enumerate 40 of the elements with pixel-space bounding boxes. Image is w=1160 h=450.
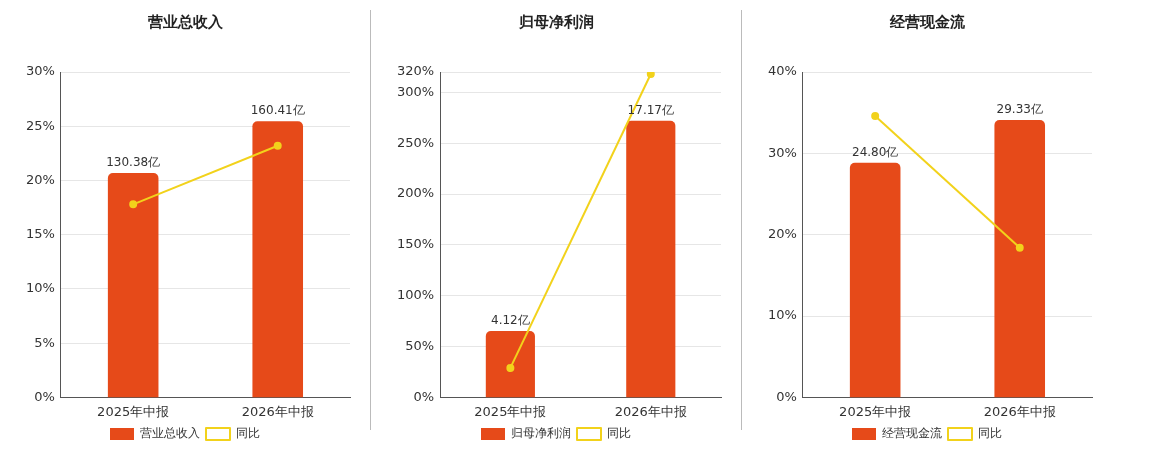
legend-label: 营业总收入 xyxy=(140,426,200,441)
data-label: 160.41亿 xyxy=(250,103,305,118)
y-tick-label: 0% xyxy=(34,388,55,404)
legend-label: 同比 xyxy=(607,426,631,441)
x-tick-label: 2026年中报 xyxy=(241,403,314,419)
legend-label: 归母净利润 xyxy=(511,426,571,441)
y-tick-label: 0% xyxy=(776,388,797,404)
y-tick-label: 250% xyxy=(396,134,435,150)
x-tick-label: 2026年中报 xyxy=(983,403,1056,419)
y-tick-label: 100% xyxy=(396,287,435,303)
chart-title: 归母净利润 xyxy=(517,12,594,31)
data-label: 130.38亿 xyxy=(106,155,161,170)
y-tick-label: 30% xyxy=(25,63,55,79)
data-label: 29.33亿 xyxy=(996,102,1043,117)
y-tick-label: 40% xyxy=(767,63,797,79)
y-tick-label: 200% xyxy=(396,185,435,201)
y-tick-label: 320% xyxy=(396,63,435,79)
y-tick-label: 10% xyxy=(25,280,55,296)
y-tick-label: 20% xyxy=(25,171,55,187)
y-tick-label: 5% xyxy=(34,334,55,350)
y-tick-label: 15% xyxy=(25,226,55,242)
y-tick-label: 0% xyxy=(413,388,435,404)
data-label: 24.80亿 xyxy=(851,144,899,159)
legend-label: 同比 xyxy=(236,426,260,441)
data-label: 4.12亿 xyxy=(491,313,530,328)
legend-label: 同比 xyxy=(978,426,1002,441)
y-tick-label: 20% xyxy=(767,226,797,242)
y-tick-label: 300% xyxy=(396,83,435,99)
x-tick-label: 2026年中报 xyxy=(614,403,687,419)
x-tick-label: 2025年中报 xyxy=(97,403,170,419)
y-tick-label: 10% xyxy=(767,307,797,323)
legend-label: 经营现金流 xyxy=(882,426,942,441)
x-tick-label: 2025年中报 xyxy=(474,403,547,419)
x-tick-label: 2025年中报 xyxy=(839,403,912,419)
y-tick-label: 150% xyxy=(396,236,435,252)
y-tick-label: 30% xyxy=(767,144,797,160)
y-tick-label: 50% xyxy=(405,337,435,353)
chart-title: 营业总收入 xyxy=(146,12,224,31)
y-tick-label: 25% xyxy=(25,117,55,133)
chart-title: 经营现金流 xyxy=(888,12,966,31)
